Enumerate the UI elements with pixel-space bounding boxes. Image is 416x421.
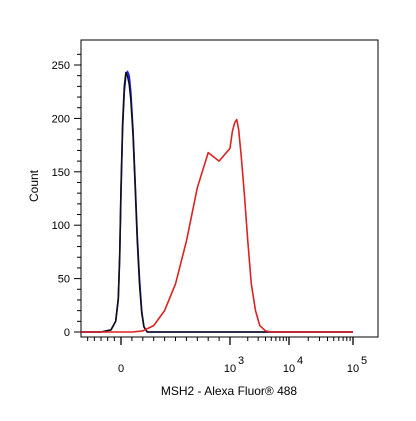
y-tick-label: 150 (52, 167, 70, 179)
histogram-line-1 (81, 70, 353, 333)
x-tick-exponent: 3 (238, 355, 244, 367)
y-tick-label: 100 (52, 220, 70, 232)
x-axis-title: MSH2 - Alexa Fluor® 488 (161, 384, 298, 398)
x-tick-label: 0 (118, 363, 124, 375)
histogram-line-2 (81, 71, 353, 333)
y-tick-label: 200 (52, 113, 70, 125)
x-tick-label: 10 (224, 363, 236, 375)
x-tick-exponent: 4 (297, 355, 303, 367)
x-tick-label: 10 (283, 363, 295, 375)
x-tick-label: 10 (347, 363, 359, 375)
series-layer (81, 70, 353, 333)
y-tick-label: 250 (52, 60, 70, 72)
y-tick-label: 50 (58, 274, 70, 286)
histogram-line-3 (81, 118, 353, 333)
y-tick-label: 0 (64, 327, 70, 339)
y-axis: 0 50 100 150 200 250 (52, 53, 81, 339)
x-tick-exponent: 5 (361, 355, 367, 367)
y-axis-title: Count (27, 169, 41, 202)
